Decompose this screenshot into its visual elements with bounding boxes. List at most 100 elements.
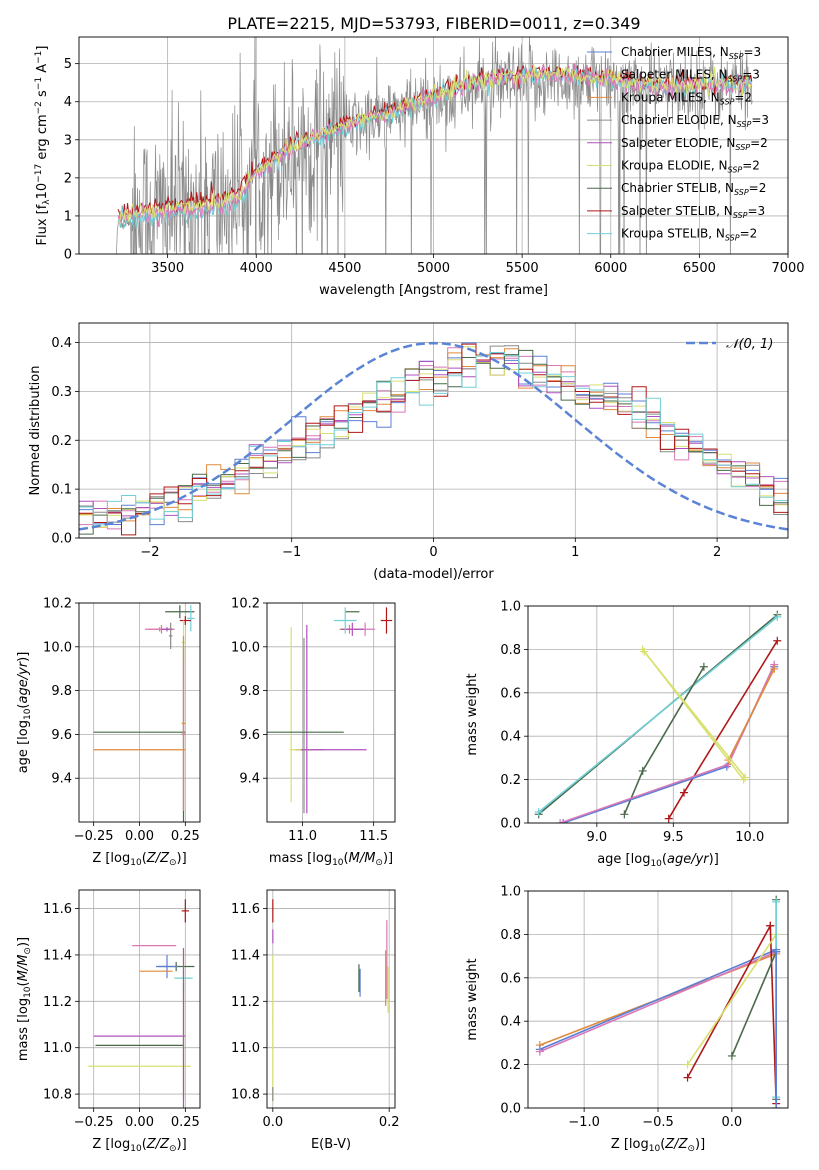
errorbar-point	[181, 635, 186, 812]
mass-weight-line	[686, 933, 777, 1066]
mass-weight-line	[539, 948, 777, 1051]
age-vs-Z-xtick-label: 0.00	[125, 829, 154, 844]
mass-vs-Z-y-axis-label: mass [log10(M/M⊙)]	[16, 937, 33, 1061]
mass-vs-ebv-ticks: 0.0 0.2 10.8 11.0 11.2 11.4 11.6	[231, 902, 399, 1130]
histogram-salpeter-elodie	[79, 360, 788, 517]
mass-weight-line	[538, 616, 778, 813]
legend-entry: Kroupa STELIB, NSSP=2	[621, 227, 757, 243]
normed-distribution-xtick-label: 0	[429, 545, 437, 560]
normed-distribution-ytick-label: 0.2	[51, 434, 72, 449]
errorbar-point	[333, 607, 357, 634]
age-vs-Z-ytick-label: 10.0	[43, 640, 72, 655]
mass-vs-Z-ytick-label: 11.4	[43, 948, 72, 963]
normed-distribution-ytick-label: 0.0	[51, 532, 72, 547]
mass-weight-marker	[556, 819, 565, 823]
mass-vs-Z-ytick-label: 11.6	[43, 902, 72, 917]
age-vs-Z-ytick-label: 10.2	[43, 597, 72, 612]
mass-weight-vs-age-ytick-label: 0.6	[500, 686, 521, 701]
mass-weight-marker	[620, 810, 629, 819]
spectrum-plot-area	[115, 37, 753, 254]
spectrum-ticks: 3500 4000 4500 5000 5500 6000 6500 7000 0 1 2 3 4 5	[64, 57, 805, 276]
mass-vs-Z-ytick-label: 11.2	[43, 995, 72, 1010]
normed-distribution-xtick-label: 2	[713, 545, 721, 560]
age-vs-Z-x-axis-label: Z [log10(Z/Z⊙)]	[92, 851, 186, 868]
mass-vs-ebv-ytick-label: 11.2	[231, 995, 260, 1010]
distribution-x-axis-label: (data-model)/error	[373, 567, 494, 582]
errorbar-point	[156, 954, 178, 979]
mass-weight-marker	[699, 662, 708, 671]
spectrum-xtick-label: 4500	[328, 261, 361, 276]
normed-distribution-plot-area	[79, 341, 788, 536]
errorbar-point	[168, 622, 173, 649]
mass-weight-vs-Z-panel: −1.0 −0.5 0.0 0.0 0.2 0.4 0.6 0.8 1.0 mass weight…	[465, 885, 789, 1154]
legend-entry: Salpeter MILES, NSSP=3	[621, 68, 760, 84]
mass-weight-marker	[772, 947, 781, 956]
mass-weight-vs-Z-ytick-label: 0.4	[500, 1015, 521, 1030]
mass-weight-line	[731, 951, 777, 1057]
mass-weight-line	[623, 666, 705, 815]
age-vs-mass-ytick-label: 9.8	[239, 684, 260, 699]
mass-weight-vs-Z-ytick-label: 1.0	[500, 885, 521, 900]
mass-vs-Z-xtick-label: 0.25	[171, 1115, 200, 1130]
mass-weight-vs-Z-xtick-label: −1.0	[568, 1115, 600, 1130]
histogram-salpeter-stelib	[79, 343, 788, 536]
mass-weight-vs-age-panel: 9.0 9.5 10.0 0.0 0.2 0.4 0.6 0.8 1.0 mass weight a…	[465, 600, 789, 869]
age-vs-mass-ytick-label: 10.0	[231, 640, 260, 655]
normal-legend-label: 𝒩(0, 1)	[726, 337, 773, 352]
mass-vs-Z-frame	[78, 889, 201, 1109]
mass-vs-Z-xtick-label: 0.00	[125, 1115, 154, 1130]
age-vs-Z-ytick-label: 9.6	[51, 728, 72, 743]
mass-weight-vs-age-ytick-label: 1.0	[500, 600, 521, 615]
mass-weight-marker	[534, 808, 543, 817]
spectrum-panel: 3500 4000 4500 5000 5500 6000 6500 7000 0 1 2 3 4 5 wa…	[34, 36, 805, 298]
model-spectrum-line-kroupa-elodie	[117, 63, 752, 223]
normed-distribution-ytick-label: 0.1	[51, 483, 72, 498]
mass-weight-vs-Z-x-axis-label: Z [log10(Z/Z⊙)]	[611, 1137, 705, 1154]
mass-vs-ebv-xtick-label: 0.2	[379, 1115, 400, 1130]
mass-weight-marker	[559, 819, 568, 823]
mass-vs-ebv-frame	[266, 889, 396, 1109]
age-vs-mass-frame	[266, 602, 396, 823]
legend-entry: Kroupa MILES, NSSP=2	[621, 90, 752, 106]
mass-weight-vs-age-ytick-label: 0.2	[500, 773, 521, 788]
legend-entry: Kroupa ELODIE, NSSP=2	[621, 159, 760, 175]
legend-entry: Salpeter ELODIE, NSSP=2	[621, 136, 768, 152]
model-spectrum-line-kroupa-stelib	[117, 66, 753, 229]
errorbar-point	[181, 899, 189, 923]
mass-weight-vs-age-ytick-label: 0.0	[500, 817, 521, 832]
age-vs-mass-ytick-label: 9.4	[239, 772, 260, 787]
age-vs-mass-panel: 11.0 11.5 9.4 9.6 9.8 10.0 10.2 mass [log10(M/M…	[231, 597, 396, 868]
normed-distribution-ytick-label: 0.4	[51, 336, 72, 351]
age-vs-mass-ytick-label: 9.6	[239, 728, 260, 743]
mass-vs-ebv-ytick-label: 10.8	[231, 1088, 260, 1103]
figure-title: PLATE=2215, MJD=53793, FIBERID=0011, z=0…	[227, 14, 640, 33]
normed-distribution-grid	[79, 323, 788, 539]
spectrum-frame	[78, 36, 789, 255]
mass-weight-vs-Z-ytick-label: 0.2	[500, 1058, 521, 1073]
normed-distribution-ticks: −2 −1 0 1 2 0.0 0.1 0.2 0.3 0.4	[51, 336, 721, 560]
age-vs-Z-frame	[78, 602, 201, 823]
mass-vs-ebv-panel: 0.0 0.2 10.8 11.0 11.2 11.4 11.6 E(B-V)	[231, 889, 400, 1152]
spectrum-xtick-label: 6500	[683, 261, 716, 276]
mass-weight-vs-age-ytick-label: 0.4	[500, 730, 521, 745]
spectrum-xtick-label: 5000	[417, 261, 450, 276]
age-vs-mass-plot-area	[267, 607, 393, 814]
mass-vs-Z-ticks: −0.25 0.00 0.25 10.8 11.0 11.2 11.4 11.6	[43, 902, 200, 1130]
mass-weight-vs-age-xtick-label: 10.0	[735, 830, 764, 845]
mass-weight-vs-age-frame	[527, 605, 789, 824]
mass-vs-ebv-plot-area	[272, 899, 389, 1102]
errorbar-point	[340, 622, 364, 636]
spectrum-xtick-label: 4000	[240, 261, 273, 276]
mass-weight-marker	[772, 1104, 781, 1108]
normed-distribution-frame	[78, 322, 789, 539]
distribution-y-axis-label: Normed distribution	[28, 366, 43, 496]
mass-weight-marker	[766, 921, 775, 930]
mass-vs-Z-ytick-label: 10.8	[43, 1088, 72, 1103]
mass-weight-marker	[683, 1073, 692, 1082]
mass-vs-Z-ytick-label: 11.0	[43, 1041, 72, 1056]
mass-vs-Z-grid	[79, 890, 200, 1108]
normal-curve-line	[79, 341, 788, 531]
mass-weight-line	[668, 640, 778, 820]
legend-entry: Chabrier MILES, NSSP=3	[621, 45, 761, 61]
